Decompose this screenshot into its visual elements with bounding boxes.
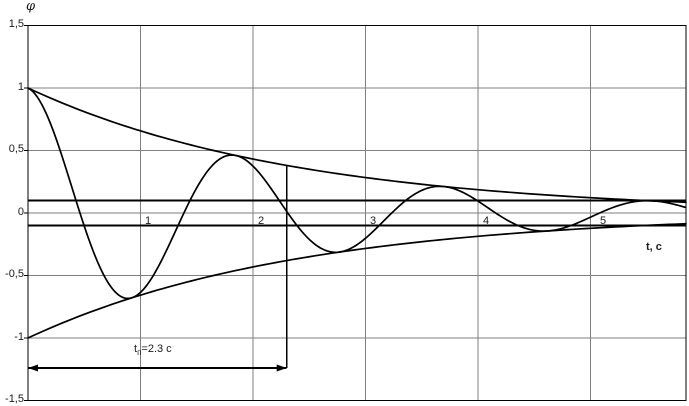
x-tick-label: 2 (258, 215, 265, 227)
curve-response (27, 87, 686, 300)
y-tick-label: -1,5 (5, 393, 24, 405)
y-tick-label: 1 (17, 81, 24, 93)
settling-time-value: =2.3 c (141, 343, 172, 355)
arrowhead-left (28, 364, 38, 372)
x-axis-title: t, c (646, 241, 662, 253)
y-tick-label: 0,5 (8, 143, 24, 155)
y-tick-label: -1 (14, 331, 24, 343)
y-tick-label: -0,5 (5, 268, 24, 280)
curve-lower-envelope (27, 222, 687, 339)
y-axis-title: φ (26, 0, 36, 14)
curve-upper-envelope (27, 87, 687, 204)
settling-time-label: tп=2.3 c (134, 343, 172, 359)
x-tick-label: 3 (370, 215, 377, 227)
x-tick-label: 5 (600, 215, 607, 227)
x-tick-label: 1 (145, 215, 152, 227)
x-tick-label: 4 (483, 215, 490, 227)
settling-time-symbol: t (134, 343, 138, 355)
arrowhead-right (276, 364, 287, 372)
y-tick-label: 0 (17, 206, 24, 218)
y-tick-label: 1,5 (8, 18, 24, 30)
settling-time-subscript: п (137, 348, 142, 358)
